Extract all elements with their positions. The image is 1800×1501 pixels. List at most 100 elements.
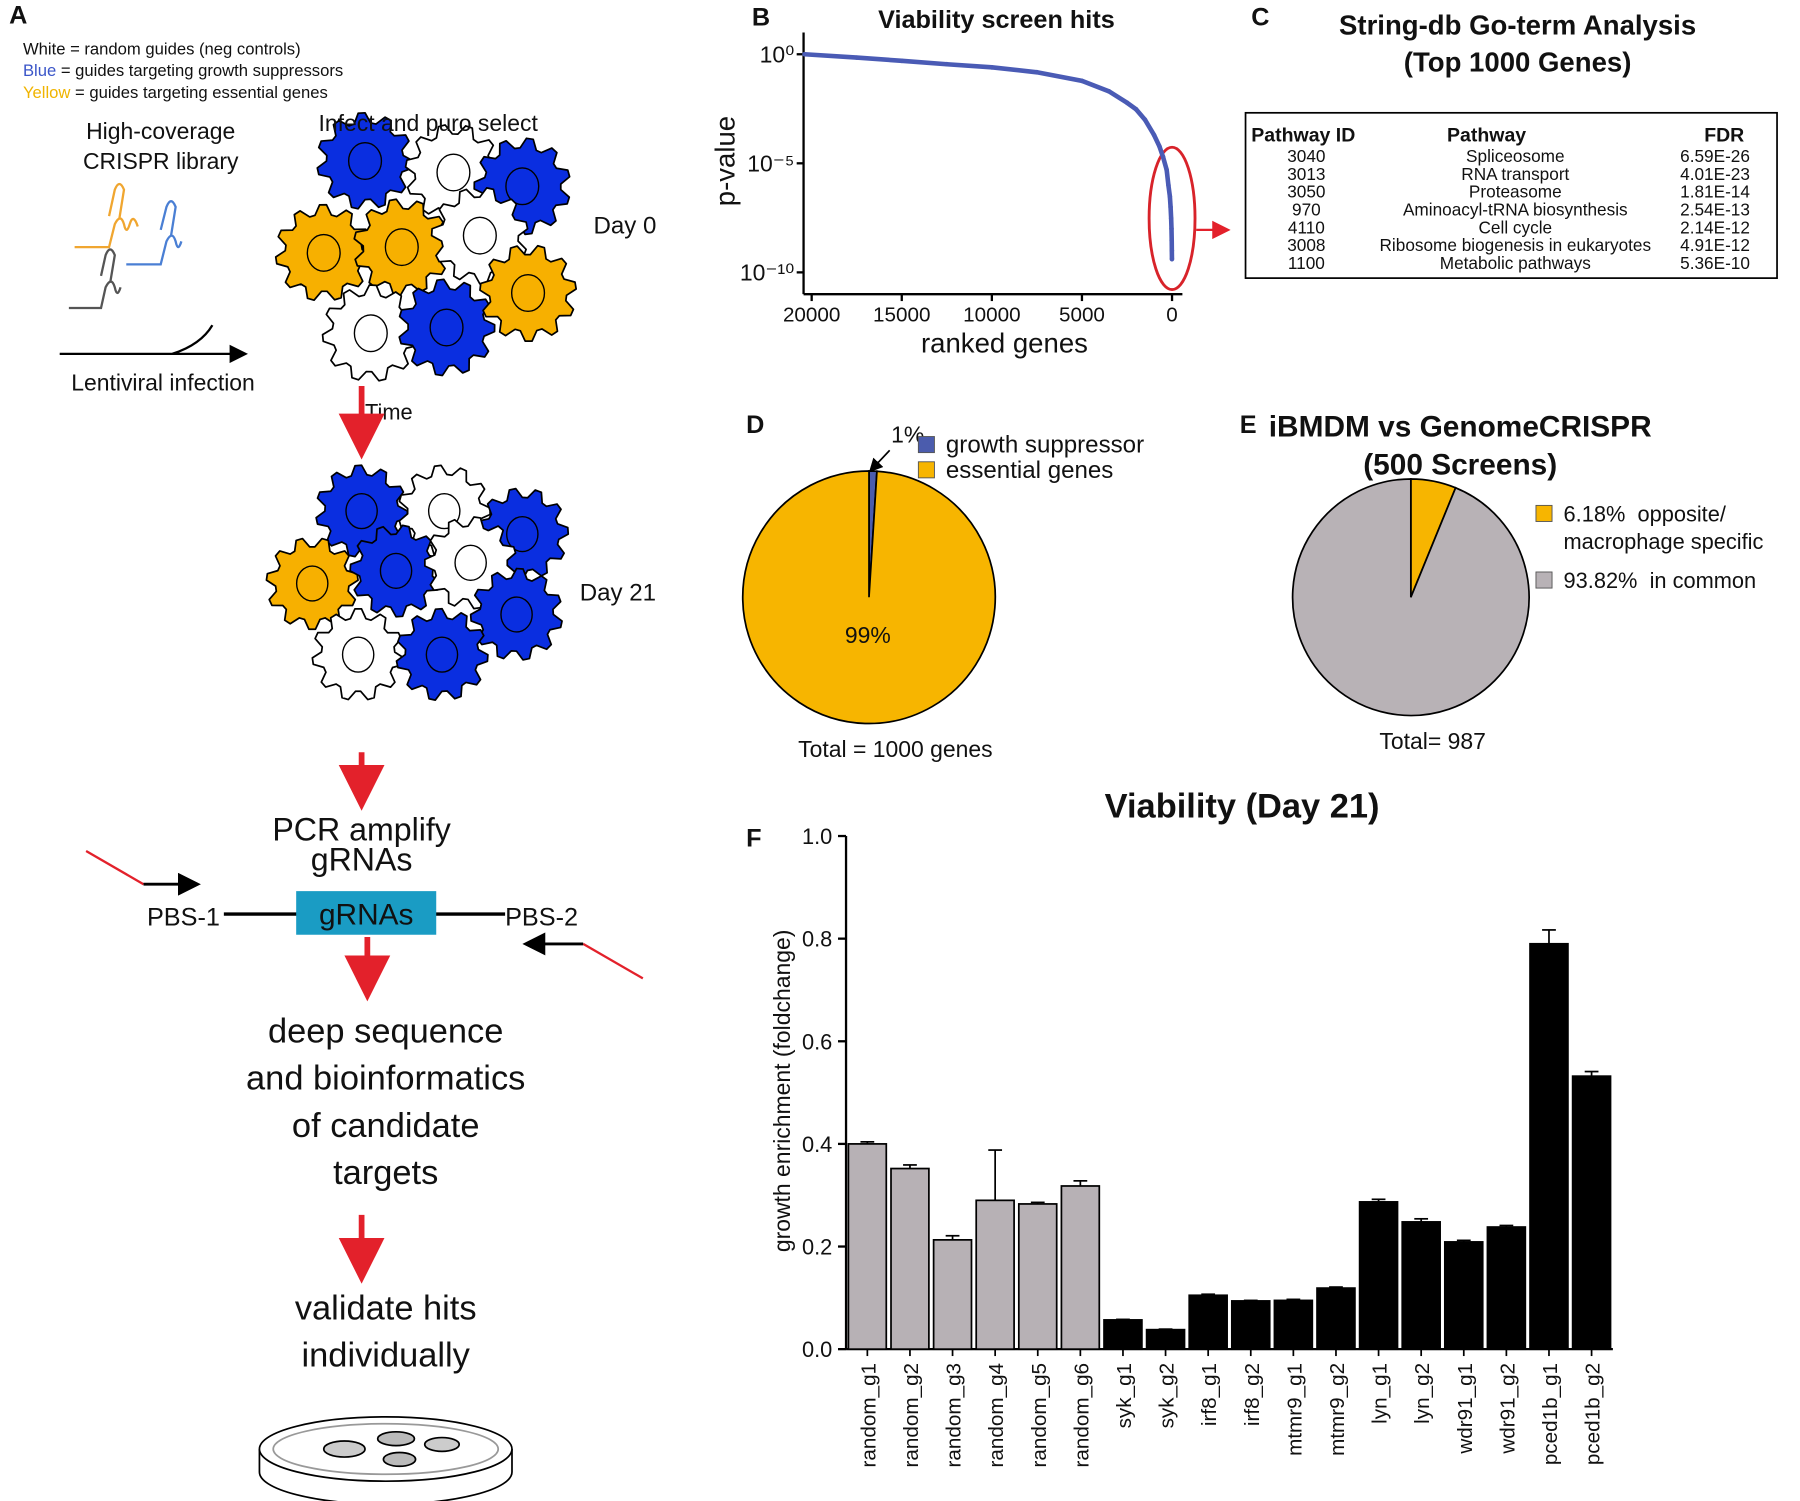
- nucleus: [505, 167, 540, 206]
- data-point: [802, 51, 807, 57]
- cell: [395, 607, 489, 701]
- table-cell: 3013: [1287, 164, 1325, 184]
- legend-text: = random guides (neg controls): [65, 39, 300, 58]
- infect-label: Infect and puro select: [319, 110, 539, 136]
- validate-label: individually: [302, 1336, 471, 1374]
- table-cell: 2.14E-12: [1680, 217, 1750, 237]
- table-cell: 3050: [1287, 182, 1325, 202]
- panel-label: E: [1240, 411, 1257, 439]
- slice-label: 99%: [845, 622, 891, 648]
- table-cell: Cell cycle: [1479, 217, 1553, 237]
- legend-value: 93.82%: [1564, 568, 1638, 593]
- data-point: [1142, 117, 1148, 122]
- bar: [1060, 1185, 1101, 1351]
- y-tick-label: 1.0: [802, 824, 832, 849]
- day-label: Day 21: [580, 580, 656, 607]
- bar: [1316, 1287, 1356, 1351]
- nucleus: [436, 153, 471, 192]
- legend-key: White: [23, 39, 66, 58]
- table-cell: 970: [1292, 200, 1321, 220]
- data-point: [1160, 154, 1166, 160]
- table-cell: 4.91E-12: [1680, 235, 1750, 255]
- cell: [349, 524, 443, 618]
- y-tick-label: 10⁻¹⁰: [740, 259, 794, 285]
- y-axis-label: p-value: [710, 116, 741, 206]
- data-point: [1168, 216, 1174, 221]
- table-cell: Spliceosome: [1466, 146, 1565, 166]
- x-tick-label: 10000: [963, 304, 1020, 327]
- x-tick-label: lyn_g1: [1369, 1363, 1392, 1424]
- table-cell: Ribosome biogenesis in eukaryotes: [1380, 235, 1652, 255]
- red-arrows: [338, 386, 391, 1284]
- legend-text: = guides targeting essential genes: [70, 83, 327, 102]
- cell: [321, 284, 420, 382]
- chart-title: Viability (Day 21): [1105, 788, 1380, 826]
- x-tick-label: mtmr9_g2: [1326, 1363, 1349, 1456]
- legend-name: opposite/ macrophage specific: [1564, 501, 1764, 554]
- nucleus: [500, 596, 533, 633]
- infection-label: Lentiviral infection: [71, 370, 255, 396]
- nucleus: [506, 515, 539, 553]
- legend-name: growth suppressor: [946, 432, 1144, 459]
- data-point: [1164, 167, 1169, 173]
- bar: [1017, 1203, 1058, 1351]
- bar: [932, 1239, 973, 1351]
- legend-line: Yellow = guides targeting essential gene…: [23, 83, 328, 102]
- y-tick-label: 10⁻⁵: [747, 150, 794, 176]
- x-tick-label: irf8_g2: [1241, 1363, 1264, 1426]
- nucleus: [462, 216, 497, 255]
- nucleus: [306, 233, 341, 272]
- y-tick-label: 0.2: [802, 1235, 832, 1260]
- footnote: Total= 987: [1379, 728, 1486, 754]
- y-axis-label: growth enrichment (foldchange): [769, 930, 795, 1253]
- nucleus: [427, 493, 461, 530]
- x-tick-label: random_g2: [900, 1363, 923, 1468]
- sequence-label: deep sequence: [268, 1013, 503, 1051]
- legend-text: = guides targeting growth suppressors: [56, 61, 343, 80]
- cell: [274, 203, 373, 302]
- table-header: Pathway: [1447, 125, 1526, 147]
- data-point: [1169, 248, 1175, 253]
- table-cell: 3040: [1287, 146, 1325, 166]
- legend-swatch: [1535, 504, 1553, 522]
- pathway-table: String-db Go-term Analysis (Top 1000 Gene…: [1244, 10, 1778, 279]
- cell: [353, 198, 451, 297]
- infection-arrow: [59, 324, 244, 354]
- legend-name-line: macrophage specific: [1564, 529, 1764, 554]
- x-tick-label: irf8_g1: [1198, 1363, 1221, 1426]
- data-point: [1167, 194, 1173, 199]
- legend-value: 6.18%: [1564, 501, 1626, 526]
- panel-label: C: [1251, 4, 1269, 32]
- panel-label: F: [746, 824, 761, 852]
- data-point: [1124, 100, 1130, 106]
- legend-key: Blue: [23, 61, 56, 80]
- bar: [1571, 1075, 1612, 1351]
- nucleus: [347, 142, 383, 181]
- legend-label: 6.18% opposite/ macrophage specific: [1564, 501, 1764, 554]
- x-tick-label: random_g5: [1028, 1363, 1051, 1468]
- chart-title: Viability screen hits: [878, 6, 1115, 34]
- pcr-label: gRNAs: [311, 841, 413, 877]
- cell: [479, 244, 578, 342]
- legend-line: White = random guides (neg controls): [23, 39, 301, 58]
- validate-label: validate hits: [295, 1289, 477, 1327]
- cell: [469, 567, 563, 661]
- x-tick-label: pced1b_g1: [1539, 1363, 1562, 1465]
- data-point: [1151, 132, 1157, 138]
- legend-name: essential genes: [946, 457, 1113, 484]
- x-tick-label: 5000: [1059, 304, 1105, 327]
- bar: [1529, 942, 1569, 1351]
- annotation-arrow: [868, 449, 891, 473]
- bar: [1145, 1328, 1186, 1351]
- nucleus: [341, 636, 375, 673]
- bar: [847, 1143, 888, 1351]
- panel-label: A: [9, 1, 27, 29]
- sequence-label: of candidate: [292, 1107, 480, 1145]
- table-cell: 1.81E-14: [1680, 182, 1750, 202]
- primer-tail: [85, 849, 145, 886]
- bar: [1273, 1299, 1314, 1351]
- highlight-ellipse: [1147, 145, 1197, 292]
- x-tick-label: 0: [1166, 304, 1178, 327]
- y-tick-label: 0.0: [802, 1337, 832, 1362]
